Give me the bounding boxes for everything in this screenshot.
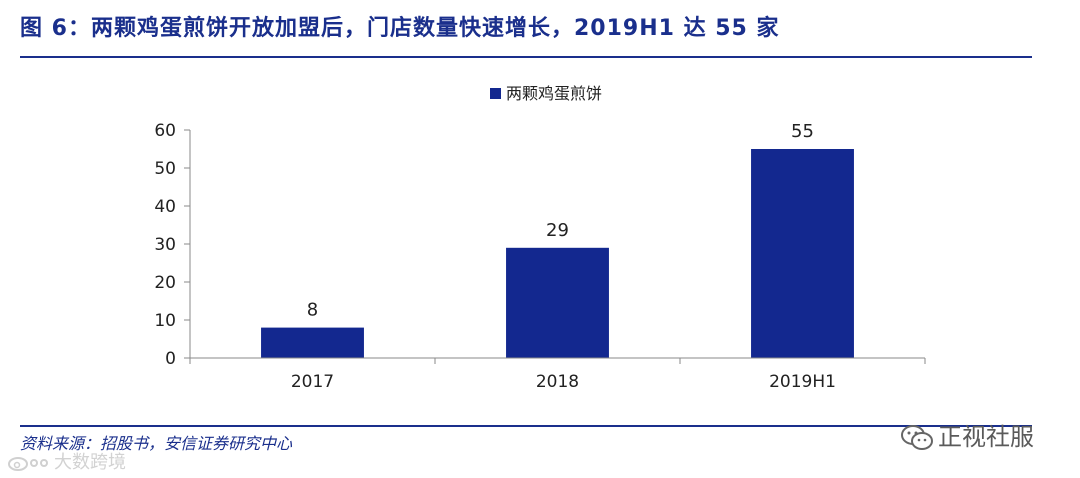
figure-title: 图 6：两颗鸡蛋煎饼开放加盟后，门店数量快速增长，2019H1 达 55 家 xyxy=(20,16,780,41)
title-rule xyxy=(20,56,1032,58)
bar xyxy=(506,247,609,358)
watermark-left: 大数跨境 xyxy=(6,448,126,474)
data-label: 55 xyxy=(791,121,814,142)
y-tick-label: 10 xyxy=(154,311,176,331)
x-tick-label: 2017 xyxy=(291,372,334,392)
x-axis: 2017 2018 2019H1 xyxy=(189,357,926,392)
x-tick-label: 2018 xyxy=(536,372,579,392)
y-tick-label: 0 xyxy=(165,349,176,369)
y-tick-label: 50 xyxy=(154,159,176,179)
data-label: 29 xyxy=(546,220,569,241)
watermark-left-text: 大数跨境 xyxy=(54,452,126,473)
y-tick-label: 60 xyxy=(154,121,176,141)
bar-series: 8 29 55 xyxy=(261,121,854,358)
source-rule xyxy=(20,425,1032,427)
chart-legend: 两颗鸡蛋煎饼 xyxy=(490,84,602,103)
legend-swatch xyxy=(490,88,501,99)
data-label: 8 xyxy=(307,300,318,321)
wechat-icon xyxy=(901,425,933,450)
legend-label-series: 两颗鸡蛋煎饼 xyxy=(506,84,602,103)
source-note: 资料来源：招股书，安信证券研究中心 xyxy=(20,434,293,453)
y-tick-label: 40 xyxy=(154,197,176,217)
watermark-right-text: 正视社服 xyxy=(938,423,1034,451)
y-axis: 0 10 20 30 40 50 60 xyxy=(154,121,191,369)
y-tick-label: 30 xyxy=(154,235,176,255)
bar xyxy=(261,327,364,358)
weibo-icon xyxy=(8,457,48,471)
bar xyxy=(751,149,854,358)
y-tick-label: 20 xyxy=(154,273,176,293)
watermark-right: 正视社服 xyxy=(900,417,1034,453)
x-tick-label: 2019H1 xyxy=(769,372,836,392)
